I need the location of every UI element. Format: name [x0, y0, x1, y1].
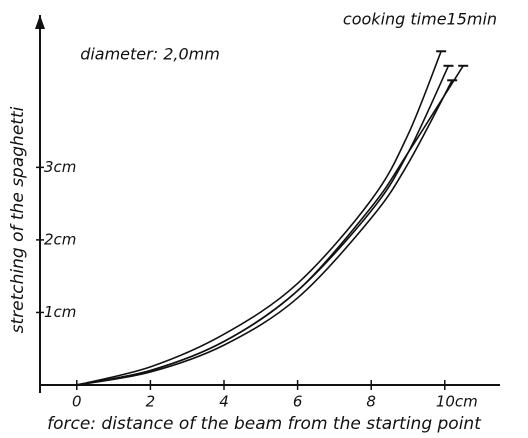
y-tick-label: 2cm	[44, 230, 76, 248]
annotation: diameter: 2,0mm	[80, 45, 220, 64]
x-axis-label: force: distance of the beam from the sta…	[47, 414, 482, 434]
curve	[76, 65, 450, 386]
x-tick-label: 4	[219, 393, 229, 411]
x-tick-label: 6	[293, 393, 303, 411]
curve	[76, 65, 464, 386]
x-tick-label: 8	[366, 393, 376, 411]
y-tick-label: 1cm	[44, 303, 76, 321]
y-axis-arrow	[35, 15, 45, 29]
x-tick-label: 2	[146, 393, 156, 411]
curve	[76, 79, 453, 386]
chart-title: cooking time15min	[343, 10, 497, 29]
x-tick-label: 0	[72, 393, 82, 411]
curve	[76, 50, 442, 386]
y-axis-label: stretching of the spaghetti	[8, 106, 28, 333]
y-tick-label: 3cm	[44, 158, 76, 176]
x-tick-label: 10cm	[436, 393, 478, 411]
